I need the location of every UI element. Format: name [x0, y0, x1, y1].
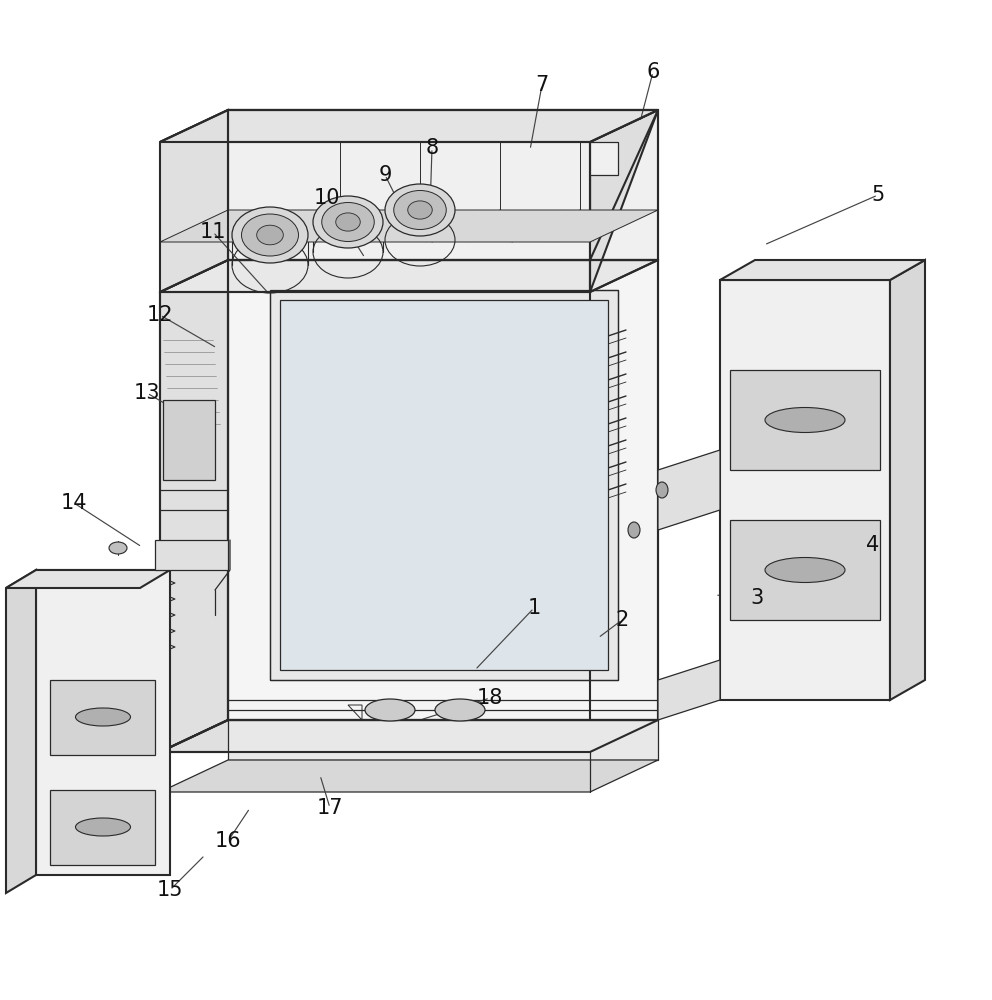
Polygon shape [720, 280, 890, 700]
Ellipse shape [408, 201, 433, 219]
Polygon shape [6, 570, 36, 893]
Polygon shape [155, 540, 228, 570]
Polygon shape [160, 260, 658, 292]
Ellipse shape [385, 184, 455, 236]
Text: 14: 14 [61, 493, 87, 513]
Polygon shape [160, 210, 658, 242]
Ellipse shape [232, 207, 308, 263]
Polygon shape [163, 400, 215, 480]
Ellipse shape [313, 196, 383, 248]
Ellipse shape [257, 225, 284, 245]
Ellipse shape [628, 522, 640, 538]
Polygon shape [658, 450, 720, 530]
Text: 16: 16 [214, 831, 241, 851]
Polygon shape [160, 720, 658, 752]
Text: 17: 17 [316, 798, 343, 818]
Polygon shape [730, 520, 880, 620]
Polygon shape [160, 760, 658, 792]
Text: 7: 7 [536, 75, 549, 95]
Polygon shape [720, 260, 925, 280]
Polygon shape [50, 790, 155, 865]
Text: 18: 18 [477, 688, 503, 708]
Polygon shape [50, 680, 155, 755]
Ellipse shape [75, 818, 131, 836]
Text: 11: 11 [199, 222, 226, 242]
Polygon shape [280, 300, 608, 670]
Ellipse shape [241, 214, 299, 256]
Ellipse shape [765, 408, 845, 432]
Ellipse shape [765, 558, 845, 582]
Ellipse shape [75, 708, 131, 726]
Polygon shape [590, 142, 618, 175]
Polygon shape [160, 110, 658, 142]
Polygon shape [228, 260, 658, 720]
Ellipse shape [365, 699, 415, 721]
Text: 1: 1 [528, 598, 541, 618]
Text: 12: 12 [147, 305, 174, 325]
Polygon shape [890, 260, 925, 700]
Text: 8: 8 [426, 138, 438, 158]
Polygon shape [270, 290, 618, 680]
Polygon shape [160, 260, 228, 752]
Polygon shape [658, 660, 720, 720]
Polygon shape [590, 110, 658, 292]
Text: 2: 2 [615, 610, 629, 630]
Text: 15: 15 [157, 880, 184, 900]
Text: 6: 6 [647, 62, 660, 82]
Polygon shape [590, 110, 658, 292]
Polygon shape [36, 570, 170, 875]
Polygon shape [228, 110, 658, 260]
Text: 4: 4 [866, 535, 880, 555]
Ellipse shape [435, 699, 485, 721]
Ellipse shape [321, 202, 374, 241]
Polygon shape [730, 370, 880, 470]
Text: 9: 9 [378, 165, 392, 185]
Polygon shape [160, 110, 228, 292]
Ellipse shape [656, 482, 668, 498]
Text: 5: 5 [871, 185, 885, 205]
Text: 13: 13 [134, 383, 161, 403]
Text: 3: 3 [750, 588, 764, 608]
Ellipse shape [394, 190, 446, 230]
Polygon shape [228, 720, 658, 760]
Ellipse shape [109, 542, 127, 554]
Text: 10: 10 [313, 188, 340, 208]
Polygon shape [6, 570, 170, 588]
Ellipse shape [335, 213, 360, 231]
